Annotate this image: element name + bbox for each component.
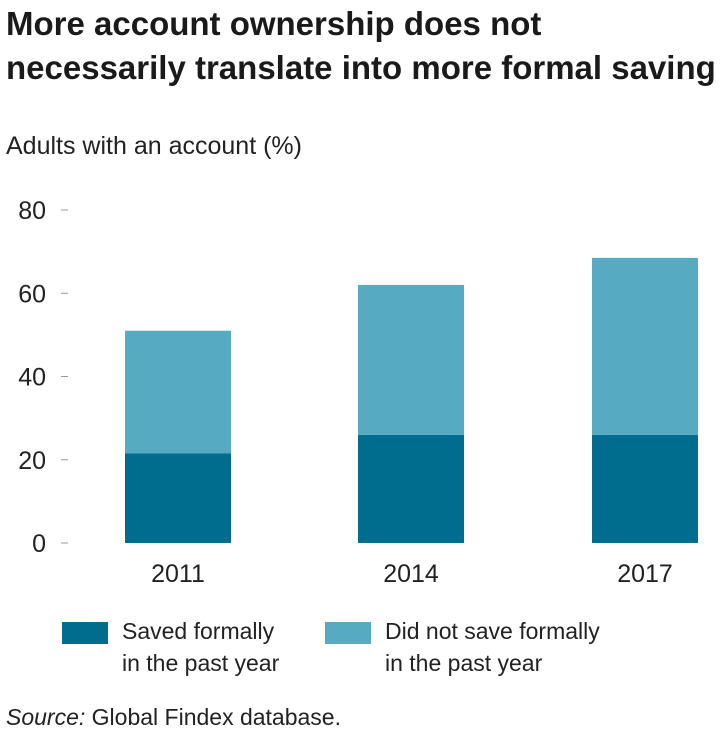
y-tick-label-0: 0	[32, 530, 46, 558]
bar-did-not-save-2017	[592, 257, 698, 435]
legend-swatch-saved-formally	[62, 622, 108, 644]
x-tick-label-2017: 2017	[617, 560, 673, 588]
legend-swatch-did-not-save	[325, 622, 371, 644]
bar-saved-formally-2017	[592, 434, 698, 543]
x-tick-label-2011: 2011	[151, 560, 205, 588]
bar-saved-formally-2014	[358, 434, 464, 543]
legend-item-did-not-save: Did not save formally in the past year	[325, 615, 665, 679]
bar-saved-formally-2011	[125, 453, 231, 543]
chart-title: More account ownership does not necessar…	[6, 5, 716, 86]
legend-label-saved-formally-line2: in the past year	[122, 650, 280, 676]
bar-did-not-save-2011	[125, 330, 231, 454]
y-tick-label-20: 20	[18, 447, 46, 475]
source-note: Source: Global Findex database.	[6, 702, 341, 732]
source-label: Source:	[6, 704, 86, 730]
y-tick-label-60: 60	[18, 280, 46, 308]
legend-label-did-not-save-line1: Did not save formally	[385, 618, 600, 644]
x-tick-label-2014: 2014	[383, 560, 439, 588]
legend-label-did-not-save-line2: in the past year	[385, 650, 543, 676]
legend-item-saved-formally: Saved formally in the past year	[62, 615, 322, 679]
y-tick-label-40: 40	[18, 364, 46, 392]
legend-label-saved-formally-line1: Saved formally	[122, 618, 275, 644]
bar-did-not-save-2014	[358, 284, 464, 435]
y-tick-label-80: 80	[18, 197, 46, 225]
chart-subtitle: Adults with an account (%)	[6, 132, 302, 160]
source-text: Global Findex database.	[85, 704, 341, 730]
